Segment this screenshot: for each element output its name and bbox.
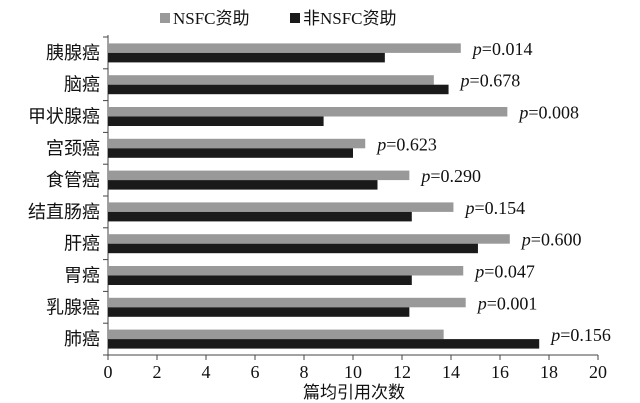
bar-non-nsfc [108, 84, 449, 95]
bar-nsfc [108, 43, 461, 53]
bar-non-nsfc [108, 116, 324, 126]
bar-non-nsfc [108, 211, 412, 222]
bar-nsfc [108, 202, 454, 212]
p-value: =0.600 [531, 230, 582, 250]
p-value-label: p=0.156 [549, 325, 611, 345]
bar-non-nsfc [108, 275, 412, 285]
category-label: 结直肠癌 [28, 202, 100, 223]
p-value: =0.623 [386, 134, 437, 154]
bar-nsfc [108, 234, 510, 244]
legend-label-nsfc: NSFC资助 [173, 9, 250, 28]
legend-swatch-non-nsfc [290, 13, 300, 23]
bar-non-nsfc [108, 307, 410, 317]
category-label: 宫颈癌 [46, 138, 100, 159]
p-value-label: p=0.047 [473, 262, 535, 282]
category-label: 胰腺癌 [46, 43, 100, 64]
category-label: 食管癌 [46, 170, 100, 191]
bar-nsfc [108, 107, 508, 117]
x-tick-label: 0 [104, 362, 113, 382]
bar-nsfc [108, 329, 444, 340]
p-value: =0.001 [487, 293, 538, 313]
bar-nsfc [108, 266, 464, 276]
x-tick-label: 14 [442, 362, 460, 382]
x-tick-label: 18 [540, 362, 558, 382]
p-value: =0.290 [430, 166, 481, 186]
p-symbol: p [375, 134, 386, 154]
p-value-label: p=0.623 [375, 134, 437, 154]
legend: NSFC资助 非NSFC资助 [160, 9, 397, 28]
bar-non-nsfc [108, 148, 353, 158]
p-value: =0.154 [474, 198, 525, 218]
p-symbol: p [473, 262, 484, 282]
bar-nsfc [108, 170, 410, 181]
p-symbol: p [517, 103, 528, 123]
bar-non-nsfc [108, 243, 478, 254]
category-label: 乳腺癌 [46, 297, 100, 318]
p-value-label: p=0.001 [476, 293, 538, 313]
p-symbol: p [476, 293, 487, 313]
p-symbol: p [471, 39, 482, 59]
bar-nsfc [108, 297, 466, 308]
legend-swatch-nsfc [160, 13, 170, 23]
x-tick-label: 20 [589, 362, 607, 382]
p-value-label: p=0.154 [463, 198, 525, 218]
bar-nsfc [108, 138, 366, 149]
p-value-label: p=0.678 [459, 71, 521, 91]
bar-non-nsfc [108, 52, 385, 63]
p-value-label: p=0.290 [419, 166, 481, 186]
p-value: =0.014 [482, 39, 533, 59]
legend-label-non-nsfc: 非NSFC资助 [303, 9, 397, 28]
x-tick-label: 10 [344, 362, 362, 382]
category-label: 肝癌 [64, 234, 100, 255]
p-value: =0.156 [560, 325, 611, 345]
x-tick-label: 16 [491, 362, 509, 382]
bar-non-nsfc [108, 339, 540, 349]
p-symbol: p [459, 71, 470, 91]
p-value: =0.678 [470, 71, 521, 91]
category-label: 脑癌 [64, 75, 100, 96]
x-tick-label: 8 [300, 362, 309, 382]
x-tick-label: 2 [153, 362, 162, 382]
p-value-label: p=0.014 [471, 39, 533, 59]
x-axis-title: 篇均引用次数 [303, 383, 405, 403]
bar-nsfc [108, 75, 434, 85]
x-tick-label: 12 [393, 362, 411, 382]
bar-non-nsfc [108, 180, 378, 190]
p-value-label: p=0.600 [520, 230, 582, 250]
p-value: =0.047 [484, 262, 535, 282]
category-label: 肺癌 [64, 329, 100, 350]
x-tick-label: 4 [202, 362, 211, 382]
p-symbol: p [463, 198, 474, 218]
p-value: =0.008 [528, 103, 579, 123]
p-value-label: p=0.008 [517, 103, 579, 123]
p-symbol: p [549, 325, 560, 345]
category-label: 胃癌 [64, 266, 100, 287]
p-symbol: p [520, 230, 531, 250]
p-symbol: p [419, 166, 430, 186]
x-tick-label: 6 [251, 362, 260, 382]
category-label: 甲状腺癌 [28, 107, 100, 128]
